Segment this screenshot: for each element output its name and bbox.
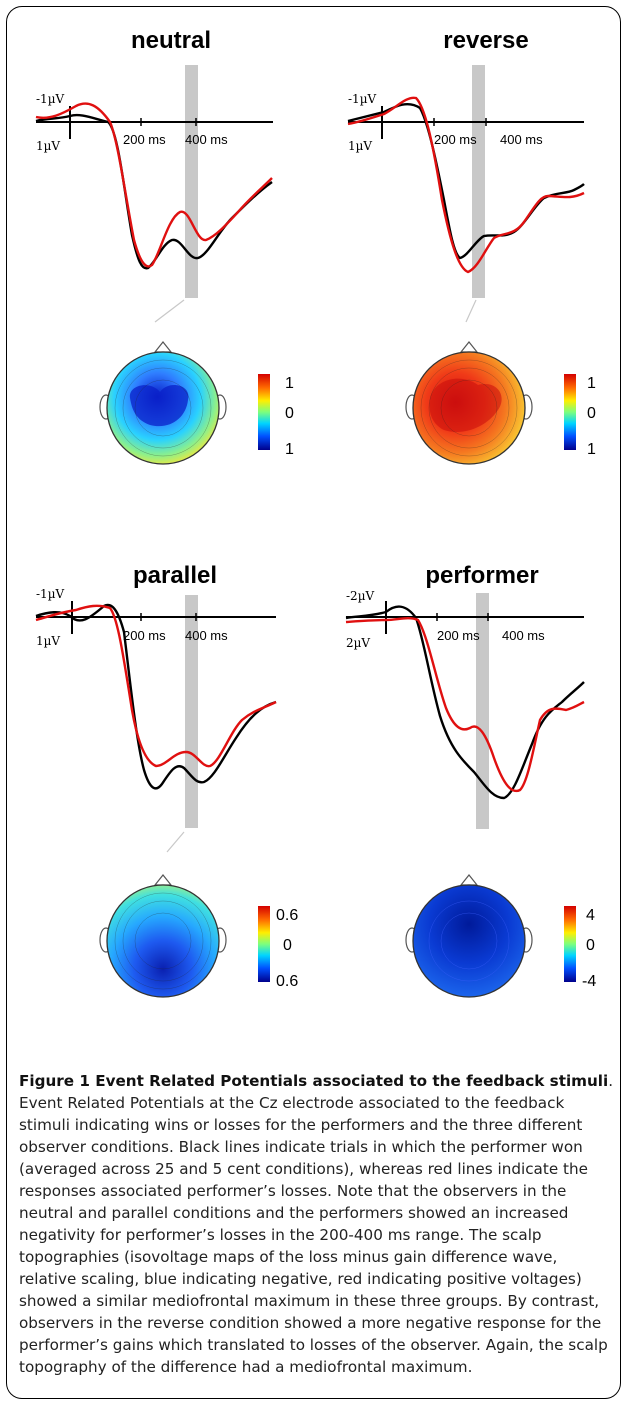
neg-scale-label: -1µV [36,92,64,106]
win-waveform [345,605,585,800]
tick-label-400: 400 ms [185,132,228,147]
panel-title: performer [425,562,538,589]
analysis-window [185,595,198,828]
neg-scale-label: -2µV [346,589,374,603]
scale-mid-label: 0 [587,405,596,422]
figure-graphic: neutral -1µV 1µV 200 ms 400 ms 1 0 1 rev… [35,27,596,998]
tick-label-200: 200 ms [434,132,477,147]
pos-scale-label: 1µV [36,139,60,153]
scale-bottom-label: -4 [582,973,596,990]
panel-neutral: neutral -1µV 1µV 200 ms 400 ms 1 0 1 [35,27,294,465]
pos-scale-label: 1µV [348,139,372,153]
tick-label-200: 200 ms [123,132,166,147]
scalp-map [99,874,227,998]
neg-scale-label: -1µV [348,92,376,106]
panel-title: neutral [131,27,211,54]
panel-reverse: reverse -1µV 1µV 200 ms 400 ms 1 0 1 [347,27,596,465]
scalp-map [405,341,533,465]
pos-scale-label: 2µV [346,636,370,650]
loss-waveform [35,102,273,268]
win-waveform [347,102,585,260]
scale-bottom-label: 1 [587,441,596,458]
loss-waveform [35,604,277,768]
panel-performer: performer -2µV 2µV 200 ms 400 ms 4 0 -4 [345,562,596,998]
caption-title: Figure 1 Event Related Potentials associ… [19,1072,609,1090]
tick-label-200: 200 ms [437,628,480,643]
win-waveform [35,113,273,270]
scale-top-label: 1 [587,375,596,392]
scalp-map [405,874,533,998]
scale-bottom-label: 1 [285,441,294,458]
tick-label-400: 400 ms [500,132,543,147]
color-bar [564,374,576,450]
tick-label-400: 400 ms [502,628,545,643]
tick-label-400: 400 ms [185,628,228,643]
scale-mid-label: 0 [283,937,292,954]
color-bar [258,906,270,982]
color-bar [564,906,576,982]
loss-waveform [345,617,585,793]
scale-mid-label: 0 [586,937,595,954]
scalp-map [99,341,227,465]
scale-top-label: 4 [586,907,595,924]
figure-frame [6,6,621,1399]
color-bar [258,374,270,450]
panel-parallel: parallel -1µV 1µV 200 ms 400 ms 0.6 0 0.… [35,562,298,998]
panel-title: parallel [133,562,217,589]
analysis-window [185,65,198,298]
figure-caption: Figure 1 Event Related Potentials associ… [19,1070,619,1378]
loss-waveform [347,96,585,274]
scale-top-label: 0.6 [276,907,298,924]
neg-scale-label: -1µV [36,587,64,601]
scale-mid-label: 0 [285,405,294,422]
caption-body: . Event Related Potentials at the Cz ele… [19,1072,614,1376]
scale-bottom-label: 0.6 [276,973,298,990]
pos-scale-label: 1µV [36,634,60,648]
analysis-window [472,65,485,298]
win-waveform [35,603,277,790]
panel-title: reverse [443,27,528,54]
tick-label-200: 200 ms [123,628,166,643]
analysis-window [476,593,489,829]
scale-top-label: 1 [285,375,294,392]
